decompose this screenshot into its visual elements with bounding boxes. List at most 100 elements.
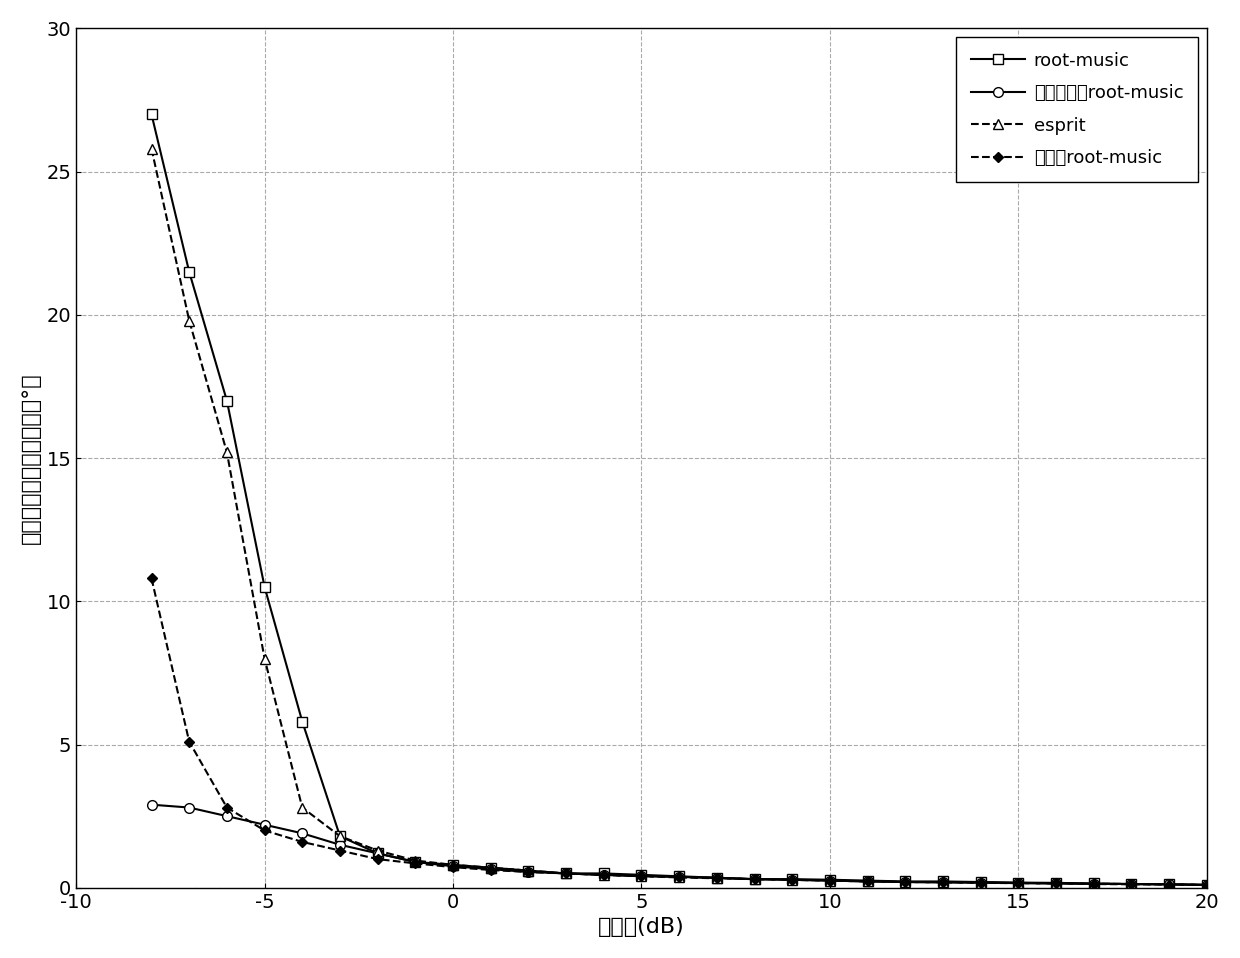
重采样root-music bbox=[408, 857, 423, 869]
root-music bbox=[371, 848, 386, 859]
root-music bbox=[182, 266, 197, 278]
重采样root-music bbox=[559, 868, 574, 879]
esprit bbox=[332, 831, 347, 842]
重采样root-music bbox=[1011, 878, 1025, 889]
重采样root-music bbox=[709, 873, 724, 884]
改进重采样root-music bbox=[1049, 878, 1064, 889]
esprit bbox=[596, 869, 611, 880]
Line: 改进重采样root-music: 改进重采样root-music bbox=[146, 800, 1211, 890]
esprit bbox=[219, 446, 234, 458]
改进重采样root-music bbox=[1011, 878, 1025, 889]
root-music bbox=[748, 874, 763, 885]
esprit bbox=[1162, 878, 1177, 890]
esprit bbox=[295, 802, 310, 813]
root-music bbox=[295, 716, 310, 727]
重采样root-music bbox=[596, 870, 611, 881]
重采样root-music bbox=[219, 802, 234, 813]
Line: 重采样root-music: 重采样root-music bbox=[148, 575, 1210, 888]
改进重采样root-music bbox=[295, 828, 310, 839]
esprit bbox=[861, 876, 875, 887]
root-music bbox=[219, 395, 234, 406]
改进重采样root-music bbox=[596, 869, 611, 880]
root-music bbox=[785, 874, 800, 885]
root-music bbox=[445, 859, 460, 871]
esprit bbox=[1011, 878, 1025, 889]
改进重采样root-music bbox=[672, 871, 687, 882]
Line: esprit: esprit bbox=[146, 144, 1211, 890]
重采样root-music bbox=[973, 878, 988, 889]
重采样root-music bbox=[898, 877, 913, 888]
改进重采样root-music bbox=[935, 877, 950, 888]
重采样root-music bbox=[672, 872, 687, 883]
esprit bbox=[1199, 879, 1214, 891]
重采样root-music bbox=[634, 871, 649, 882]
Line: root-music: root-music bbox=[146, 109, 1211, 890]
改进重采样root-music bbox=[332, 839, 347, 851]
重采样root-music bbox=[445, 861, 460, 873]
root-music bbox=[596, 868, 611, 879]
改进重采样root-music bbox=[898, 877, 913, 888]
改进重采样root-music bbox=[521, 866, 536, 878]
esprit bbox=[1049, 878, 1064, 889]
esprit bbox=[1086, 878, 1101, 889]
esprit bbox=[182, 315, 197, 327]
esprit bbox=[748, 874, 763, 885]
重采样root-music bbox=[861, 876, 875, 887]
esprit bbox=[408, 855, 423, 866]
重采样root-music bbox=[295, 836, 310, 848]
重采样root-music bbox=[1123, 878, 1138, 890]
重采样root-music bbox=[748, 874, 763, 885]
改进重采样root-music bbox=[1123, 878, 1138, 890]
esprit bbox=[257, 652, 272, 664]
esprit bbox=[898, 877, 913, 888]
root-music bbox=[634, 869, 649, 880]
重采样root-music bbox=[182, 736, 197, 747]
改进重采样root-music bbox=[709, 872, 724, 883]
改进重采样root-music bbox=[182, 802, 197, 813]
esprit bbox=[822, 875, 837, 886]
esprit bbox=[371, 845, 386, 856]
root-music bbox=[672, 871, 687, 882]
root-music bbox=[1011, 877, 1025, 888]
改进重采样root-music bbox=[144, 799, 159, 810]
esprit bbox=[484, 862, 498, 874]
改进重采样root-music bbox=[861, 876, 875, 887]
root-music bbox=[861, 875, 875, 886]
重采样root-music bbox=[521, 866, 536, 878]
改进重采样root-music bbox=[445, 860, 460, 872]
root-music bbox=[1199, 879, 1214, 891]
改进重采样root-music bbox=[484, 863, 498, 875]
root-music bbox=[898, 876, 913, 887]
改进重采样root-music bbox=[748, 874, 763, 885]
重采样root-music bbox=[1086, 878, 1101, 890]
重采样root-music bbox=[144, 573, 159, 584]
改进重采样root-music bbox=[1162, 878, 1177, 890]
重采样root-music bbox=[1199, 879, 1214, 891]
root-music bbox=[822, 874, 837, 885]
root-music bbox=[973, 877, 988, 888]
改进重采样root-music bbox=[1086, 878, 1101, 889]
esprit bbox=[559, 868, 574, 879]
改进重采样root-music bbox=[559, 868, 574, 879]
root-music bbox=[1162, 878, 1177, 890]
esprit bbox=[973, 877, 988, 888]
esprit bbox=[1123, 878, 1138, 890]
重采样root-music bbox=[822, 875, 837, 886]
改进重采样root-music bbox=[257, 819, 272, 831]
root-music bbox=[521, 865, 536, 877]
Y-axis label: 波达方向最小均方误差（°）: 波达方向最小均方误差（°） bbox=[21, 373, 41, 544]
改进重采样root-music bbox=[371, 848, 386, 859]
root-music bbox=[1123, 878, 1138, 890]
esprit bbox=[144, 143, 159, 154]
改进重采样root-music bbox=[785, 874, 800, 885]
改进重采样root-music bbox=[634, 870, 649, 881]
esprit bbox=[709, 873, 724, 884]
root-music bbox=[144, 108, 159, 120]
root-music bbox=[1086, 878, 1101, 889]
X-axis label: 信噪比(dB): 信噪比(dB) bbox=[598, 917, 684, 937]
root-music bbox=[257, 582, 272, 593]
重采样root-music bbox=[332, 845, 347, 856]
esprit bbox=[445, 859, 460, 871]
root-music bbox=[559, 868, 574, 879]
esprit bbox=[672, 871, 687, 882]
